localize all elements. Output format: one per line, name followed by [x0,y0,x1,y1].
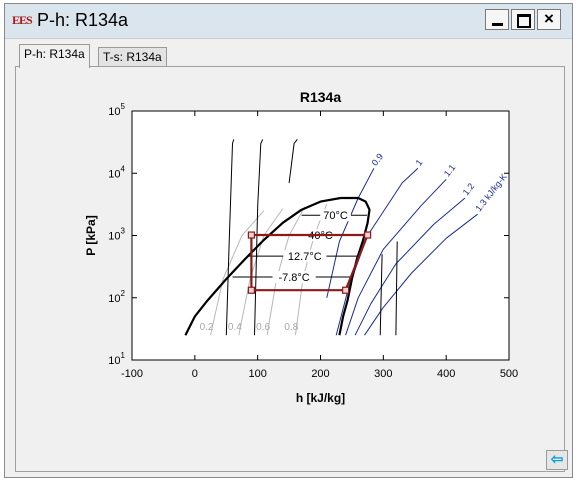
x-axis-label: h [kJ/kg] [296,391,345,405]
close-icon: × [544,9,554,28]
ees-logo-icon: EES [12,13,33,27]
isotherm-branch [379,254,383,336]
x-tick-label: 200 [311,368,329,380]
x-tick-label: 500 [500,368,518,380]
entropy-line [345,178,447,336]
entropy-line [364,213,478,336]
cycle-state-point [247,286,255,294]
plot-window: EES P-h: R134a × P-h: R134a T-s: R134a -… [4,3,573,478]
isotherm-branch [288,139,298,183]
isotherm-branch [395,241,398,336]
quality-line [266,206,306,336]
isotherm-label: 70°C [323,210,348,222]
quality-label: 0.6 [256,322,270,333]
y-tick-label: 103 [108,227,125,243]
isotherm-label-bg [272,271,316,284]
saturation-dome-vapor [338,196,371,336]
quality-label: 0.4 [228,322,242,333]
isotherm-label: -7.8°C [278,272,309,284]
x-tick-label: 100 [248,368,266,380]
quality-label: 0.8 [284,322,298,333]
saturation-dome-liquid [184,196,341,336]
cycle-state-point [364,231,372,239]
entropy-line [354,197,466,336]
tab-ts-r134a[interactable]: T-s: R134a [98,47,167,67]
y-axis-label: P [kPa] [84,215,98,255]
ph-chart: -100 0 100 200 300 400 500 101 102 103 104 105 0.2 0.… [84,89,518,405]
cycle-state-point [342,286,350,294]
y-tick-label: 101 [108,351,125,367]
maximize-button[interactable] [511,9,535,30]
isotherm-branch [225,139,235,336]
close-button[interactable]: × [537,9,561,30]
x-tick-label: 0 [192,368,198,380]
title-bar[interactable]: EES P-h: R134a × [5,4,572,39]
plot-panel: -100 0 100 200 300 400 500 101 102 103 104 105 0.2 0.… [15,66,565,472]
tab-ph-r134a[interactable]: P-h: R134a [19,44,90,68]
x-tick-label: 400 [437,368,455,380]
quality-label: 0.2 [200,322,214,333]
x-tick-label: 300 [374,368,392,380]
y-tick-label: 102 [108,289,125,305]
y-tick-label: 104 [108,164,125,180]
isotherm-label-bg [320,209,351,222]
quality-line [238,208,284,336]
isotherm-label-bg [283,250,327,263]
maximize-icon [517,14,531,28]
entropy-label: 1 [414,157,425,167]
window-title: P-h: R134a [37,10,129,30]
plot-content: 0.2 0.4 0.6 0.80.9 1 1.11.21.3 kJ/kg-K70°C40°… [184,139,509,336]
isotherm-branch [254,139,264,336]
back-button[interactable]: ⇦ [546,450,568,470]
cycle-state-point [247,231,255,239]
quality-line [210,210,265,336]
minimize-button[interactable] [485,9,509,30]
minimize-icon [492,23,503,26]
isotherm-label: 12.7°C [288,251,322,263]
chart-title: R134a [300,89,341,105]
y-tick-label: 105 [108,102,125,118]
back-arrow-icon: ⇦ [550,451,564,468]
x-tick-label: -100 [121,368,143,380]
